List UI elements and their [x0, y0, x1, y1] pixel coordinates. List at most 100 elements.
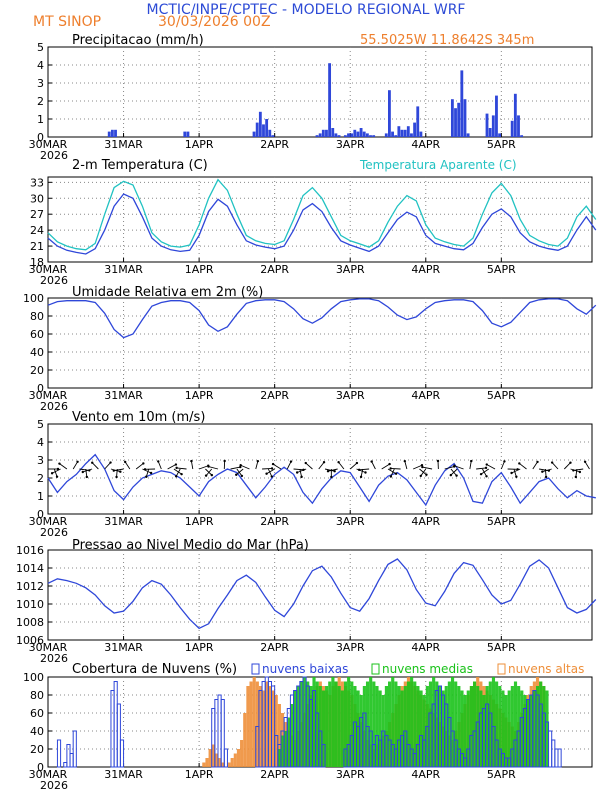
precip-bar — [265, 119, 269, 137]
precip-bar — [410, 133, 413, 137]
precip-bar — [403, 129, 407, 137]
precip-bar — [491, 115, 495, 137]
cloud-bar-nuvens-medias — [296, 686, 300, 767]
wind-arrow-head — [270, 475, 273, 478]
panel-pressure: 1006 1008 1010 1012 1014 1016 30MAR 31MAR 1APR 2A… — [16, 538, 597, 665]
wind-arrow-head — [370, 460, 373, 463]
y-tick-label: 40 — [30, 725, 44, 738]
cloud-bar-nuvens-medias — [491, 677, 496, 767]
x-tick-label: 1APR — [185, 768, 214, 781]
wind-arrow — [476, 467, 487, 470]
wind-arrow-head — [58, 462, 61, 465]
x-tick-label: 2APR — [260, 389, 289, 402]
x-year-label: 2026 — [40, 274, 68, 287]
wind-arrow-head — [479, 472, 483, 476]
x-tick-label: 1APR — [185, 263, 214, 276]
wind-arrow-head — [76, 460, 79, 464]
wind-arrow — [519, 463, 527, 470]
precip-bar — [325, 129, 328, 137]
wind-arrow — [293, 468, 304, 471]
cloud-bar-nuvens-medias — [378, 690, 382, 767]
precip-bar — [369, 135, 372, 137]
cloud-bar-nuvens-baixas — [271, 685, 276, 768]
panel-title: Vento em 10m (m/s) — [72, 410, 205, 425]
panel-wind: 0 1 2 3 4 5 30MAR 31MAR 1APR 2APR 3APR 4APR 5APR 2026… — [29, 410, 596, 539]
wind-arrow — [318, 461, 325, 470]
x-tick-label: 5APR — [487, 389, 516, 402]
cloud-bar-nuvens-medias — [331, 677, 335, 767]
cloud-bar-nuvens-altas — [265, 681, 269, 767]
precip-bar — [488, 128, 492, 137]
wind-arrow-head — [289, 460, 293, 463]
x-tick-label: 30MAR — [29, 138, 68, 151]
panel-title: Cobertura de Nuvens (%) — [72, 662, 237, 677]
cloud-bar-nuvens-medias — [277, 749, 281, 767]
panel-precip: 0 1 2 3 4 5 30MAR 31MAR 1APR 2APR 3APR 4APR 5APR 2026… — [29, 33, 593, 162]
cloud-bar-nuvens-medias — [501, 690, 505, 767]
cloud-bar-nuvens-medias — [369, 677, 373, 767]
cloud-bar-nuvens-medias — [498, 686, 502, 767]
y-tick-label: 100 — [23, 292, 44, 305]
panel-frame — [47, 549, 593, 641]
precip-bar — [359, 128, 363, 137]
precip-bar — [186, 131, 190, 137]
wind-arrow — [413, 464, 423, 470]
precip-bar — [397, 126, 401, 137]
wind-arrow — [167, 464, 177, 470]
wind-arrow-head — [112, 469, 115, 472]
wind-arrow-head — [235, 473, 238, 476]
y-tick-label: 20 — [30, 364, 44, 377]
wind-arrow-head — [503, 460, 506, 463]
cloud-bar-nuvens-medias — [400, 690, 404, 767]
cloud-bar-nuvens-medias — [391, 677, 395, 767]
x-tick-label: 3APR — [336, 515, 365, 528]
wind-arrow-head — [389, 467, 392, 470]
precip-bar — [268, 129, 272, 137]
wind-arrow-head — [81, 470, 85, 474]
y-tick-label: 3 — [37, 454, 44, 467]
x-tick-label: 30MAR — [29, 389, 68, 402]
wind-arrow — [198, 465, 209, 470]
wind-arrow-head — [403, 459, 407, 463]
y-tick-label: 1006 — [16, 634, 44, 647]
x-tick-label: 31MAR — [104, 389, 143, 402]
x-tick-label: 5APR — [487, 138, 516, 151]
cloud-bar-nuvens-medias — [362, 686, 366, 767]
cloud-bar-nuvens-medias — [284, 731, 288, 767]
wind-arrow-head — [239, 464, 242, 467]
precip-bar — [334, 133, 338, 137]
precip-bar — [252, 131, 256, 137]
precip-bar — [460, 70, 464, 137]
wind-arrow-head — [364, 471, 367, 474]
precip-bar — [513, 93, 517, 137]
series-line-Temperatura-Aparente — [47, 178, 597, 251]
x-tick-label: 5APR — [487, 263, 516, 276]
wind-arrow — [142, 468, 152, 474]
wind-arrow-head — [240, 474, 244, 478]
precip-bar — [413, 122, 417, 137]
cloud-bar-nuvens-baixas — [220, 699, 225, 768]
cloud-bar-nuvens-medias — [321, 690, 326, 767]
cloud-bar-nuvens-altas — [230, 758, 234, 767]
wind-arrow — [450, 468, 458, 476]
wind-arrow-head — [145, 475, 148, 478]
precip-bar — [343, 135, 347, 137]
wind-arrow — [551, 462, 559, 470]
panel-frame — [47, 176, 593, 263]
wind-arrow — [381, 463, 390, 470]
cloud-bar-nuvens-altas — [246, 686, 250, 767]
wind-arrow-head — [330, 475, 333, 479]
wind-arrow — [480, 468, 489, 475]
y-tick-label: 4 — [37, 436, 44, 449]
cloud-bar-nuvens-medias — [422, 695, 426, 767]
wind-arrow-head — [256, 459, 260, 463]
y-tick-label: 18 — [30, 256, 44, 269]
wind-arrow-head — [515, 475, 518, 478]
wind-arrow — [327, 468, 338, 472]
cloud-bar-nuvens-altas — [227, 762, 231, 767]
cloud-bar-nuvens-medias — [469, 686, 473, 767]
precip-bar — [255, 122, 259, 137]
y-tick-label: 1016 — [16, 544, 44, 557]
wind-arrow-head — [223, 459, 226, 463]
wind-arrow — [230, 466, 241, 470]
